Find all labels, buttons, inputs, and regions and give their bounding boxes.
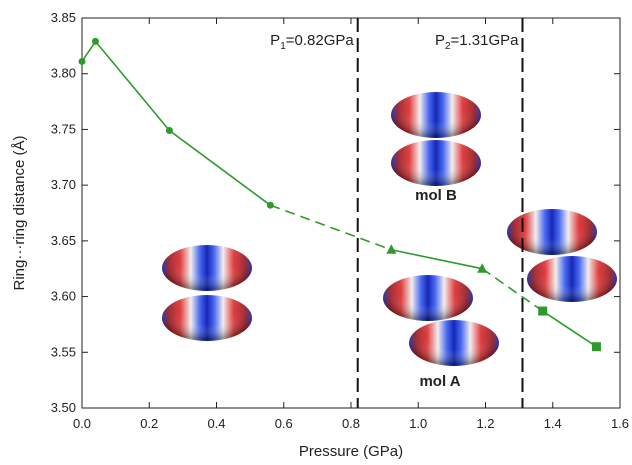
data-point [591,342,601,352]
data-point [165,127,173,135]
series-line [391,248,483,270]
connector-line [270,204,392,251]
x-tick-label: 1.2 [476,416,494,431]
molecule-shade [507,209,597,255]
label-part: P [270,32,280,49]
molecule-shade [409,320,499,366]
y-tick-label: 3.50 [51,400,76,415]
series-line [542,310,597,348]
data-point [91,37,99,45]
molecule-shade [162,295,252,341]
y-tick-label: 3.70 [51,177,76,192]
y-tick-label: 3.75 [51,121,76,136]
data-point [386,244,397,254]
y-tick-label: 3.55 [51,344,76,359]
molecule-shade [391,140,481,186]
label-part: =1.31GPa [451,32,520,49]
y-axis-title: Ring···ring distance (Å) [11,135,28,290]
label-subscript: 1 [280,41,286,52]
data-point [477,263,488,273]
molecule-shade [391,92,481,138]
molecule-shade [527,256,617,302]
x-tick-label: 0.6 [275,416,293,431]
x-tick-label: 1.4 [544,416,562,431]
label-subscript: 2 [445,41,451,52]
y-tick-label: 3.85 [51,10,76,25]
x-tick-label: 0.4 [207,416,225,431]
y-tick-label: 3.80 [51,66,76,81]
series-line [81,40,271,206]
molecule-label: mol A [419,373,460,390]
y-tick-label: 3.65 [51,233,76,248]
x-axis-title: Pressure (GPa) [299,443,403,460]
label-part: P [435,32,445,49]
x-tick-label: 0.8 [342,416,360,431]
x-tick-label: 0.2 [140,416,158,431]
data-point [266,201,274,209]
x-tick-label: 0.0 [73,416,91,431]
connector-line [481,268,544,312]
molecule-shade [162,245,252,291]
x-tick-label: 1.0 [409,416,427,431]
x-tick-label: 1.6 [611,416,629,431]
transition-label: P2=1.31GPa [435,32,519,52]
y-tick-label: 3.60 [51,289,76,304]
label-part: =0.82GPa [286,32,355,49]
transition-label: P1=0.82GPa [270,32,354,52]
molecule-label: mol B [415,187,457,204]
data-point [78,57,86,65]
molecule-shade [383,275,473,321]
data-point [538,306,548,316]
